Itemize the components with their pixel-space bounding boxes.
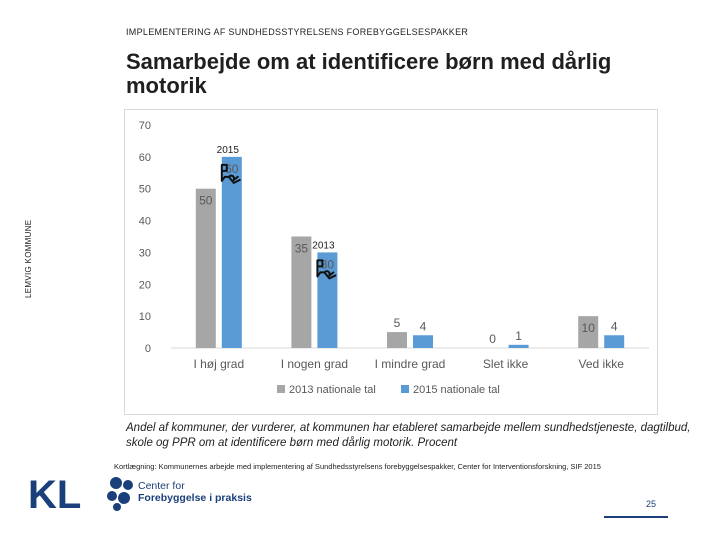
kl-logo-text: KL <box>28 474 81 514</box>
cfp-logo-text: Center for Forebyggelse i praksis <box>138 480 252 504</box>
bar-2013 <box>291 236 312 348</box>
bar-2013 <box>578 316 599 348</box>
cfp-line1: Center for <box>138 480 185 492</box>
bar-2013 <box>387 332 407 348</box>
pointing-hand-icon <box>220 163 241 185</box>
header-small-title: IMPLEMENTERING AF SUNDHEDSSTYRELSENS FOR… <box>126 27 469 37</box>
page-number: 25 <box>646 499 657 509</box>
legend-label: 2015 nationale tal <box>413 384 500 396</box>
x-tick-label: Ved ikke <box>579 357 625 371</box>
kl-logo: KL <box>28 473 90 519</box>
bar-2015 <box>413 335 433 348</box>
pointing-hand-icon <box>316 259 337 280</box>
data-label: 10 <box>582 321 596 335</box>
data-label: 4 <box>611 319 618 333</box>
x-tick-label: Slet ikke <box>483 357 529 371</box>
legend-swatch <box>401 385 409 393</box>
data-label: 4 <box>420 319 427 333</box>
bar-2015 <box>508 344 529 348</box>
y-tick-label: 60 <box>139 152 151 164</box>
data-label: 60 <box>225 162 239 176</box>
y-tick-label: 0 <box>145 343 151 355</box>
y-tick-label: 30 <box>139 247 151 259</box>
chart-container: 0 10 20 30 40 50 60 70 I høj grad 50 60 I nogen gra… <box>124 109 658 415</box>
legend-label: 2013 nationale tal <box>289 384 376 396</box>
annotation-label: 2015 <box>217 145 240 156</box>
chart-caption: Andel af kommuner, der vurderer, at komm… <box>126 422 691 449</box>
legend-swatch <box>277 385 285 393</box>
bar-2015 <box>221 156 242 348</box>
cfp-line2: Forebyggelse i praksis <box>138 492 252 504</box>
data-label: 50 <box>199 194 213 208</box>
page-number-underline <box>604 516 668 518</box>
bar-2015 <box>604 335 625 348</box>
y-tick-label: 70 <box>139 120 151 132</box>
annotation-label: 2013 <box>312 240 335 251</box>
bar-2013 <box>195 188 216 348</box>
cfp-logo-icon <box>106 476 136 517</box>
source-note: Kortlægning: Kommunernes arbejde med imp… <box>114 462 601 471</box>
x-tick-label: I høj grad <box>193 357 244 371</box>
data-label: 30 <box>321 257 335 271</box>
y-tick-label: 20 <box>139 279 151 291</box>
data-label: 5 <box>394 316 401 330</box>
side-label: LEMVIG KOMMUNE <box>24 219 33 298</box>
page-title: Samarbejde om at identificere børn med d… <box>126 49 612 98</box>
y-tick-label: 40 <box>139 216 151 228</box>
x-tick-label: I nogen grad <box>281 357 348 371</box>
x-tick-label: I mindre grad <box>375 357 446 371</box>
y-tick-label: 50 <box>139 184 151 196</box>
data-label: 0 <box>489 332 496 346</box>
y-tick-label: 10 <box>139 311 151 323</box>
data-label: 35 <box>295 242 309 256</box>
data-label: 1 <box>515 329 522 343</box>
